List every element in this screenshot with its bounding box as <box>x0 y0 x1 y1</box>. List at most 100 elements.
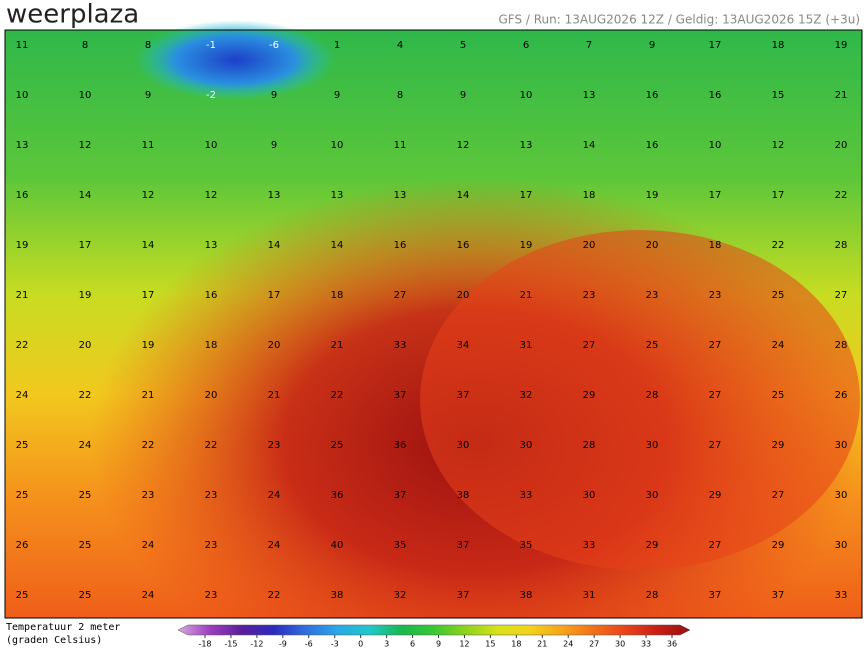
temperature-label: 21 <box>835 90 848 101</box>
temperature-label: 1 <box>334 40 340 51</box>
temperature-label: 19 <box>835 40 848 51</box>
heat-east <box>420 230 860 570</box>
temperature-label: 9 <box>460 90 466 101</box>
temperature-label: 18 <box>205 340 218 351</box>
temperature-label: 33 <box>835 590 848 601</box>
temperature-label: 12 <box>79 140 92 151</box>
temperature-label: 6 <box>523 40 529 51</box>
temperature-label: 17 <box>709 190 722 201</box>
temperature-label: 25 <box>79 490 92 501</box>
temperature-label: 30 <box>583 490 596 501</box>
temperature-label: 20 <box>646 240 659 251</box>
temperature-label: 16 <box>646 90 659 101</box>
temperature-label: 27 <box>709 440 722 451</box>
logo: weerplaza <box>6 0 139 30</box>
temperature-label: 18 <box>772 40 785 51</box>
colorbar-tick-label: 33 <box>641 640 651 649</box>
colorbar-tick-label: 0 <box>358 640 363 649</box>
temperature-label: 30 <box>646 490 659 501</box>
temperature-label: 17 <box>268 290 281 301</box>
temperature-label: 13 <box>331 190 344 201</box>
temperature-label: 28 <box>646 590 659 601</box>
temperature-label: 17 <box>142 290 155 301</box>
colorbar-bar <box>177 624 691 636</box>
temperature-label: 25 <box>79 540 92 551</box>
temperature-label: 17 <box>520 190 533 201</box>
temperature-label: 26 <box>835 390 848 401</box>
temperature-label: 10 <box>709 140 722 151</box>
temperature-label: 36 <box>394 440 407 451</box>
legend-title: Temperatuur 2 meter <box>6 622 120 633</box>
temperature-label: 15 <box>772 90 785 101</box>
colorbar-tick-label: 3 <box>384 640 389 649</box>
temperature-label: 28 <box>583 440 596 451</box>
temperature-label: 27 <box>772 490 785 501</box>
temperature-label: 32 <box>394 590 407 601</box>
temperature-label: 33 <box>583 540 596 551</box>
temperature-label: 20 <box>205 390 218 401</box>
temperature-label: 27 <box>709 340 722 351</box>
temperature-label: 13 <box>520 140 533 151</box>
colorbar-tick-label: 36 <box>667 640 677 649</box>
temperature-label: 28 <box>835 340 848 351</box>
temperature-label: 30 <box>835 490 848 501</box>
temperature-label: 29 <box>772 440 785 451</box>
temperature-label: 37 <box>394 490 407 501</box>
temperature-label: 24 <box>79 440 92 451</box>
temperature-label: 30 <box>457 440 470 451</box>
colorbar-tick-label: -18 <box>198 640 211 649</box>
colorbar-tick-label: 27 <box>589 640 599 649</box>
colorbar-tick-label: 21 <box>537 640 547 649</box>
temperature-label: 22 <box>16 340 29 351</box>
temperature-label: 12 <box>457 140 470 151</box>
colorbar-tick-label: -3 <box>331 640 339 649</box>
temperature-label: 25 <box>331 440 344 451</box>
temperature-label: 21 <box>331 340 344 351</box>
temperature-label: 14 <box>142 240 155 251</box>
temperature-label: 13 <box>583 90 596 101</box>
temperature-label: 25 <box>646 340 659 351</box>
temperature-label: 36 <box>331 490 344 501</box>
colorbar-tick-label: 30 <box>615 640 625 649</box>
temperature-label: 30 <box>835 540 848 551</box>
temperature-label: 27 <box>583 340 596 351</box>
temperature-label: 14 <box>268 240 281 251</box>
temperature-label: 16 <box>205 290 218 301</box>
temperature-label: 9 <box>271 90 277 101</box>
temperature-label: 22 <box>268 590 281 601</box>
temperature-label: 25 <box>79 590 92 601</box>
temperature-label: 21 <box>142 390 155 401</box>
temperature-label: 23 <box>268 440 281 451</box>
temperature-label: 34 <box>457 340 470 351</box>
temperature-label: 20 <box>457 290 470 301</box>
temperature-label: 16 <box>394 240 407 251</box>
temperature-label: 9 <box>271 140 277 151</box>
temperature-label: 10 <box>79 90 92 101</box>
temperature-label: 25 <box>16 440 29 451</box>
temperature-label: 20 <box>835 140 848 151</box>
temperature-label: 25 <box>772 290 785 301</box>
temperature-label: 8 <box>145 40 151 51</box>
colorbar-tick-label: -6 <box>305 640 313 649</box>
colorbar-tick-label: -9 <box>279 640 287 649</box>
temperature-label: 8 <box>82 40 88 51</box>
colorbar-tick-label: 9 <box>436 640 441 649</box>
temperature-label: 19 <box>16 240 29 251</box>
temperature-label: 13 <box>16 140 29 151</box>
temperature-label: 9 <box>649 40 655 51</box>
temperature-label: 37 <box>709 590 722 601</box>
temperature-label: 11 <box>142 140 155 151</box>
temperature-label: 30 <box>835 440 848 451</box>
temperature-label: 29 <box>709 490 722 501</box>
temperature-label: 31 <box>583 590 596 601</box>
colorbar-tick-label: 12 <box>459 640 469 649</box>
temperature-label: 23 <box>709 290 722 301</box>
temperature-label: 10 <box>16 90 29 101</box>
temperature-label: 30 <box>646 440 659 451</box>
temperature-label: 18 <box>331 290 344 301</box>
temperature-label: 21 <box>268 390 281 401</box>
